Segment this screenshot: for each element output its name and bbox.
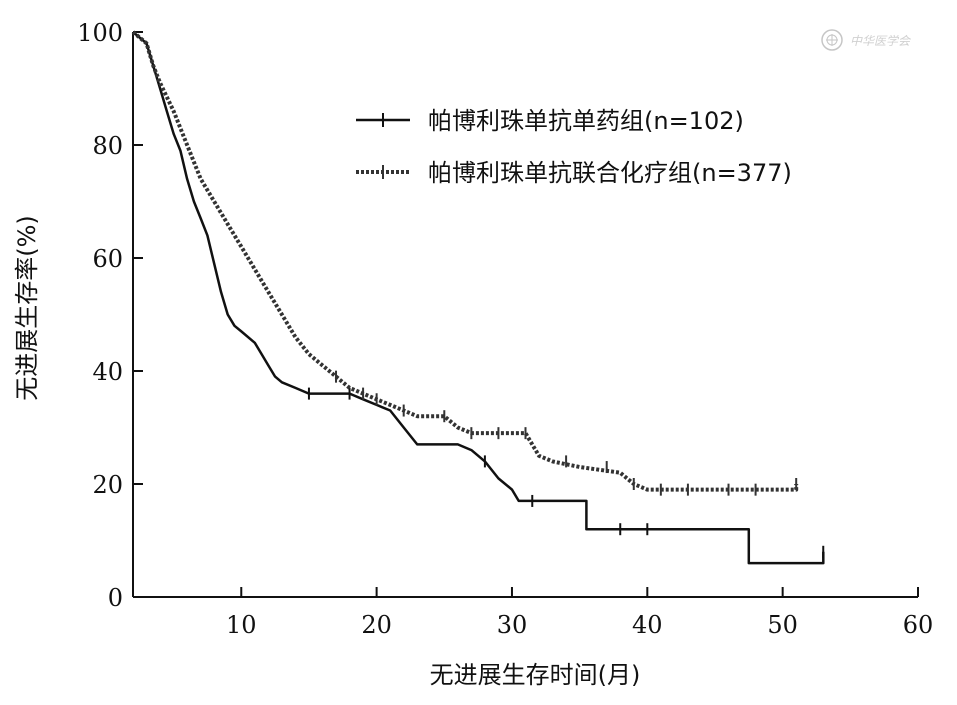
x-tick-label: 60 — [903, 611, 934, 639]
watermark-logo: 中华医学会 — [821, 29, 912, 51]
watermark-text: 中华医学会 — [850, 34, 912, 48]
y-tick-label: 60 — [92, 245, 123, 273]
x-tick-label: 30 — [497, 611, 528, 639]
axes: 10 20 30 40 50 60 0 20 40 60 80 100 — [77, 19, 933, 639]
y-axis-title: 无进展生存率(%) — [13, 215, 41, 401]
legend-label: 帕博利珠单抗单药组(n=102) — [428, 107, 744, 135]
x-tick-label: 20 — [361, 611, 392, 639]
y-tick-label: 20 — [92, 471, 123, 499]
x-tick-label: 10 — [226, 611, 257, 639]
y-tick-label: 0 — [108, 584, 123, 612]
legend-label: 帕博利珠单抗联合化疗组(n=377) — [428, 159, 792, 187]
y-tick-label: 100 — [77, 19, 123, 47]
x-axis-title: 无进展生存时间(月) — [430, 661, 641, 689]
series-1 — [132, 31, 825, 565]
legend-item-2: 帕博利珠单抗联合化疗组(n=377) — [356, 159, 792, 187]
x-tick-label: 50 — [767, 611, 798, 639]
legend: 帕博利珠单抗单药组(n=102) 帕博利珠单抗联合化疗组(n=377) — [356, 107, 792, 187]
series-2 — [131, 30, 799, 496]
x-tick-label: 40 — [632, 611, 663, 639]
legend-item-1: 帕博利珠单抗单药组(n=102) — [356, 107, 744, 135]
series-1-line — [132, 31, 825, 565]
y-tick-label: 40 — [92, 358, 123, 386]
series-layer — [131, 30, 825, 565]
series-2-line — [131, 30, 799, 492]
y-tick-label: 80 — [92, 132, 123, 160]
